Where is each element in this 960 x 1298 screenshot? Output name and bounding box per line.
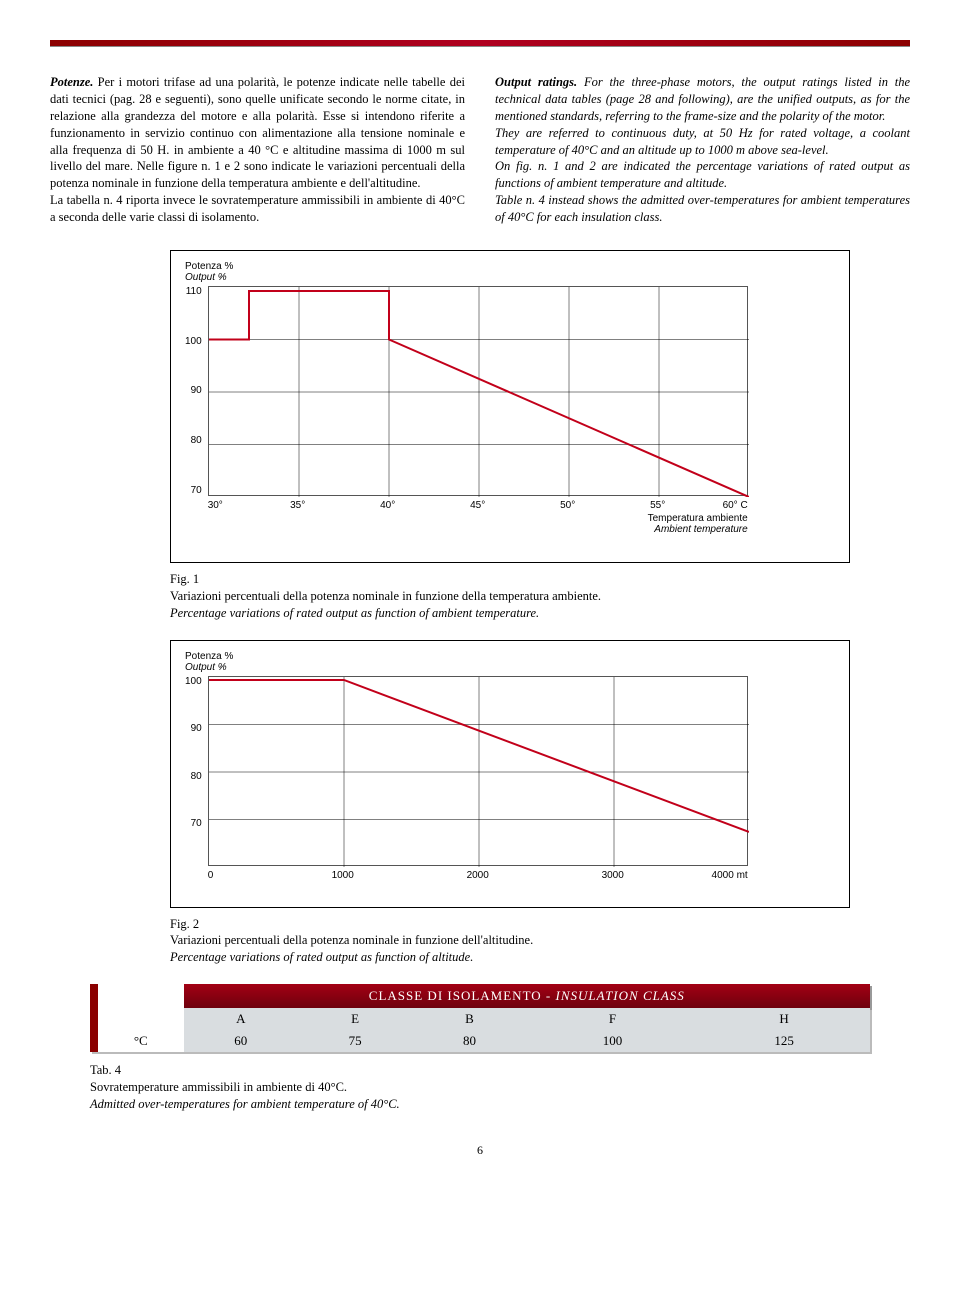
chart1-frame: Potenza % Output % 110 100 90 80 70 30°35°40… <box>170 250 850 563</box>
chart1-ytitle-en: Output % <box>185 272 227 283</box>
chart2-caption-it: Variazioni percentuali della potenza nom… <box>170 933 533 947</box>
table-header: CLASSE DI ISOLAMENTO - INSULATION CLASS <box>184 984 870 1008</box>
ytick: 80 <box>191 771 202 782</box>
table-empty <box>90 1008 184 1030</box>
xtick: 55° <box>613 500 703 511</box>
chart1-fig-num: Fig. 1 <box>170 572 199 586</box>
chart1-xaxis: 30°35°40°45°50°55°60° C <box>208 496 748 511</box>
xtick: 2000 <box>410 870 545 881</box>
insulation-table: CLASSE DI ISOLAMENTO - INSULATION CLASS … <box>90 984 870 1052</box>
table-num: Tab. 4 <box>90 1063 121 1077</box>
table-col-label: E <box>298 1008 412 1030</box>
chart2-ytitle: Potenza % Output % <box>185 651 821 674</box>
chart2-ytitle-en: Output % <box>185 662 227 673</box>
ytick: 110 <box>186 286 202 297</box>
table-col-label: H <box>698 1008 870 1030</box>
xtick: 50° <box>523 500 613 511</box>
table-value-row: °C607580100125 <box>90 1030 870 1052</box>
xtick: 40° <box>343 500 433 511</box>
chart1-caption-it: Variazioni percentuali della potenza nom… <box>170 589 601 603</box>
text-columns: Potenze. Per i motori trifase ad una pol… <box>50 74 910 226</box>
chart2-ytitle-it: Potenza % <box>185 651 233 662</box>
xtick: 60° C <box>703 500 748 511</box>
xtick: 0 <box>208 870 276 881</box>
table-header-it: CLASSE DI ISOLAMENTO - <box>369 988 556 1003</box>
left-column: Potenze. Per i motori trifase ad una pol… <box>50 74 465 226</box>
table-caption-it: Sovratemperature ammissibili in ambiente… <box>90 1080 347 1094</box>
chart2-yaxis: 100 90 80 70 <box>185 676 208 866</box>
ytick: 100 <box>185 336 202 347</box>
table-spacer <box>90 984 184 1008</box>
xtick: 45° <box>433 500 523 511</box>
ytick: 70 <box>191 818 202 829</box>
chart2-caption: Fig. 2 Variazioni percentuali della pote… <box>170 916 850 967</box>
ytick: 100 <box>185 676 202 687</box>
chart1-xlabel-it: Temperatura ambiente <box>648 513 748 524</box>
figure-1: Potenza % Output % 110 100 90 80 70 30°35°40… <box>170 250 850 622</box>
chart2-xaxis: 01000200030004000 mt <box>208 866 748 881</box>
table-cell: 75 <box>298 1030 412 1052</box>
ytick: 70 <box>191 485 202 496</box>
chart1-caption: Fig. 1 Variazioni percentuali della pote… <box>170 571 850 622</box>
right-column: Output ratings. For the three-phase moto… <box>495 74 910 226</box>
table-caption: Tab. 4 Sovratemperature ammissibili in a… <box>90 1062 870 1113</box>
xtick: 3000 <box>545 870 680 881</box>
xtick: 4000 mt <box>680 870 748 881</box>
xtick: 30° <box>208 500 253 511</box>
ytick: 90 <box>191 723 202 734</box>
chart2-caption-en: Percentage variations of rated output as… <box>170 950 473 964</box>
page-number: 6 <box>50 1143 910 1158</box>
table-col-label: A <box>184 1008 298 1030</box>
table-label-row: AEBFH <box>90 1008 870 1030</box>
chart1-ytitle: Potenza % Output % <box>185 261 821 284</box>
table-cell: 60 <box>184 1030 298 1052</box>
ytick: 90 <box>191 385 202 396</box>
chart1-xlabel: Temperatura ambiente Ambient temperature <box>208 513 748 536</box>
table-col-label: B <box>412 1008 526 1030</box>
chart1-plot <box>208 286 748 496</box>
chart1-caption-en: Percentage variations of rated output as… <box>170 606 539 620</box>
figure-2: Potenza % Output % 100 90 80 70 01000200030… <box>170 640 850 967</box>
xtick: 35° <box>253 500 343 511</box>
chart1-ytitle-it: Potenza % <box>185 261 233 272</box>
table-cell: 125 <box>698 1030 870 1052</box>
table-row-label: °C <box>90 1030 184 1052</box>
chart1-xlabel-en: Ambient temperature <box>654 524 747 535</box>
table-4: CLASSE DI ISOLAMENTO - INSULATION CLASS … <box>90 984 870 1113</box>
table-col-label: F <box>527 1008 699 1030</box>
ytick: 80 <box>191 435 202 446</box>
table-cell: 80 <box>412 1030 526 1052</box>
xtick: 1000 <box>275 870 410 881</box>
chart2-plot <box>208 676 748 866</box>
chart1-yaxis: 110 100 90 80 70 <box>185 286 208 496</box>
table-caption-en: Admitted over-temperatures for ambient t… <box>90 1097 400 1111</box>
table-cell: 100 <box>527 1030 699 1052</box>
table-header-en: INSULATION CLASS <box>556 988 685 1003</box>
chart2-fig-num: Fig. 2 <box>170 917 199 931</box>
top-rule <box>50 40 910 46</box>
chart2-frame: Potenza % Output % 100 90 80 70 01000200030… <box>170 640 850 908</box>
